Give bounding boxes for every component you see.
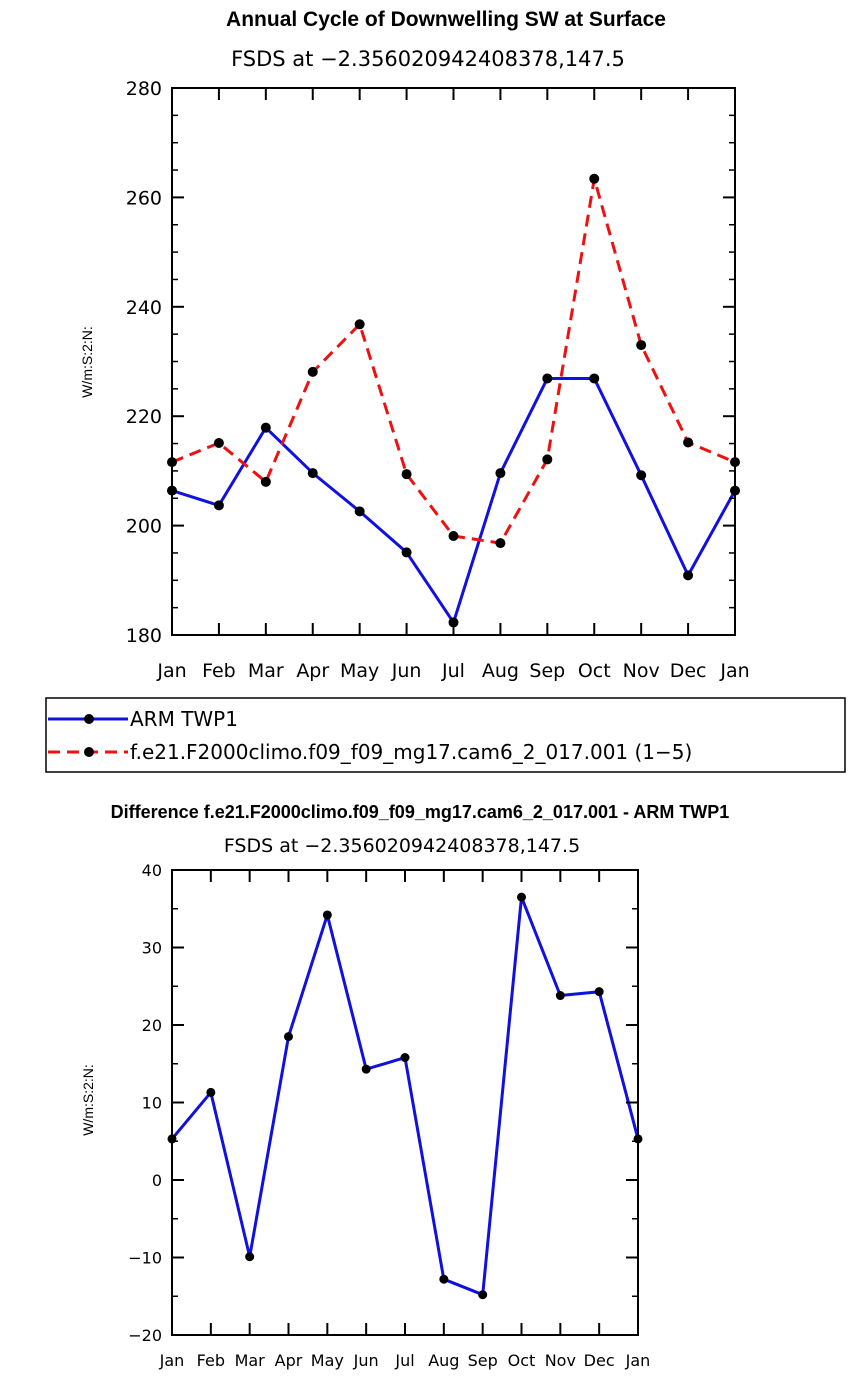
series-0-point xyxy=(495,468,506,479)
chart2-title: Difference f.e21.F2000climo.f09_f09_mg17… xyxy=(111,802,730,822)
x-tick-label: Mar xyxy=(235,1351,266,1370)
x-tick-label: Sep xyxy=(468,1351,498,1370)
series-1-point xyxy=(542,454,553,465)
x-tick-label: Jun xyxy=(353,1351,379,1370)
difference-chart: Difference f.e21.F2000climo.f09_f09_mg17… xyxy=(80,802,729,1370)
series-0-point xyxy=(401,547,412,558)
series-1-point xyxy=(401,469,412,480)
legend-arm-label: ARM TWP1 xyxy=(130,707,238,731)
x-tick-label: Jan xyxy=(159,1351,185,1370)
x-tick-label: Dec xyxy=(584,1351,615,1370)
series-line-1 xyxy=(171,177,736,545)
y-tick-label: 30 xyxy=(142,939,162,958)
series-0-point xyxy=(517,892,526,902)
legend-box xyxy=(45,697,846,773)
x-tick-label: Jul xyxy=(441,660,465,682)
chart2-y-axis-label: W/m:S:2:N: xyxy=(80,1064,96,1136)
x-tick-label: Jan xyxy=(719,660,749,682)
x-tick-label: Nov xyxy=(623,660,660,682)
series-line-0 xyxy=(171,377,737,624)
x-tick-label: Dec xyxy=(670,660,707,682)
annual-cycle-chart: Annual Cycle of Downwelling SW at Surfac… xyxy=(79,8,750,682)
x-tick-label: Aug xyxy=(428,1351,459,1370)
x-tick-label: May xyxy=(311,1351,344,1370)
x-tick-label: Feb xyxy=(202,660,236,682)
series-0-point xyxy=(439,1274,449,1284)
series-1-point xyxy=(354,319,365,330)
y-tick-label: 40 xyxy=(142,861,162,880)
y-tick-label: 200 xyxy=(126,516,162,538)
legend-arm-marker xyxy=(84,714,94,724)
y-tick-label: 20 xyxy=(142,1016,162,1035)
y-tick-label: 260 xyxy=(126,187,162,209)
series-1-point xyxy=(213,438,224,449)
series-0-point xyxy=(307,468,318,479)
series-0-point xyxy=(354,506,365,517)
series-0-point xyxy=(284,1032,293,1042)
series-0-point xyxy=(555,991,565,1001)
x-tick-label: Mar xyxy=(248,660,284,682)
y-tick-label: −20 xyxy=(128,1326,162,1345)
y-tick-label: 10 xyxy=(142,1094,162,1113)
series-1-point xyxy=(260,476,271,487)
y-tick-label: 280 xyxy=(126,78,162,100)
x-tick-label: Apr xyxy=(296,660,329,682)
chart1-subtitle: FSDS at −2.356020942408378,147.5 xyxy=(231,47,625,71)
chart1-title: Annual Cycle of Downwelling SW at Surfac… xyxy=(226,8,666,31)
x-tick-label: Jul xyxy=(394,1351,414,1370)
series-0-point xyxy=(213,500,224,511)
series-1-point xyxy=(683,437,694,448)
x-tick-label: Feb xyxy=(197,1351,225,1370)
y-tick-label: 180 xyxy=(126,625,162,647)
legend-model-marker xyxy=(84,747,94,757)
series-0-point xyxy=(542,373,553,384)
series-0-point xyxy=(361,1064,371,1074)
series-1-point xyxy=(307,366,318,377)
x-tick-label: May xyxy=(340,660,379,682)
x-tick-label: Oct xyxy=(578,660,611,682)
series-0-point xyxy=(206,1087,216,1097)
series-1-point xyxy=(636,340,647,351)
chart1-plot-frame xyxy=(171,87,736,636)
series-0-point xyxy=(478,1290,488,1300)
chart2-subtitle: FSDS at −2.356020942408378,147.5 xyxy=(224,835,580,857)
chart2-plot-frame xyxy=(171,869,639,1336)
y-tick-label: 220 xyxy=(126,406,162,428)
series-line-0 xyxy=(170,895,640,1297)
x-tick-label: Apr xyxy=(275,1351,303,1370)
legend-model-label: f.e21.F2000climo.f09_f09_mg17.cam6_2_017… xyxy=(130,740,692,764)
series-0-point xyxy=(636,470,647,481)
x-tick-label: Oct xyxy=(508,1351,536,1370)
series-0-point xyxy=(448,617,459,628)
y-tick-label: −10 xyxy=(128,1249,162,1268)
x-tick-label: Nov xyxy=(545,1351,576,1370)
series-0-point xyxy=(322,910,332,920)
y-tick-label: 0 xyxy=(152,1171,162,1190)
x-tick-label: Jan xyxy=(156,660,186,682)
x-tick-label: Jun xyxy=(391,660,422,682)
series-0-point xyxy=(683,570,694,581)
y-tick-label: 240 xyxy=(126,297,162,319)
series-0-point xyxy=(594,987,604,997)
series-1-point xyxy=(589,173,600,184)
chart1-y-axis-label: W/m:S:2:N: xyxy=(79,326,95,398)
series-1-point xyxy=(495,538,506,549)
x-tick-label: Jan xyxy=(625,1351,651,1370)
series-0-point xyxy=(245,1252,255,1262)
series-0-point xyxy=(589,373,600,384)
series-0-point xyxy=(260,422,271,433)
x-tick-label: Sep xyxy=(529,660,565,682)
series-1-point xyxy=(448,530,459,541)
chart1-legend: ARM TWP1 f.e21.F2000climo.f09_f09_mg17.c… xyxy=(45,697,846,773)
series-0-point xyxy=(400,1053,410,1063)
x-tick-label: Aug xyxy=(482,660,519,682)
